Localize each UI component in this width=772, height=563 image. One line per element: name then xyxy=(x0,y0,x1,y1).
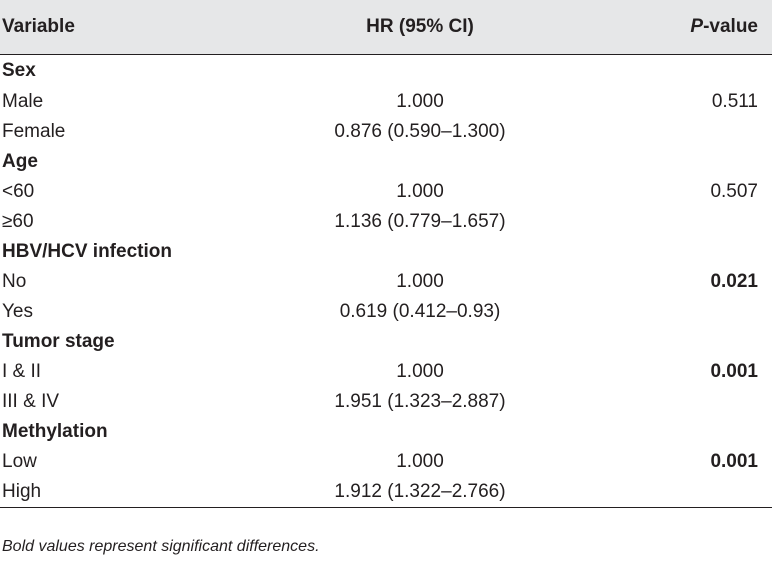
table-row: Female 0.876 (0.590–1.300) xyxy=(0,117,772,147)
table-row: III & IV 1.951 (1.323–2.887) xyxy=(0,387,772,417)
hr-cell: 1.136 (0.779–1.657) xyxy=(334,211,506,232)
p-value-cell xyxy=(570,327,772,357)
hr-cell: 1.000 xyxy=(396,451,444,472)
p-value-cell xyxy=(570,54,772,87)
group-label: Sex xyxy=(2,59,36,81)
variable-cell: No xyxy=(2,271,27,292)
variable-cell: Male xyxy=(2,91,44,112)
table-row: I & II 1.000 0.001 xyxy=(0,357,772,387)
group-header-row: Age xyxy=(0,147,772,177)
variable-cell: High xyxy=(0,477,270,508)
header-p-prefix: P xyxy=(690,15,704,37)
header-p-suffix: -value xyxy=(703,15,758,37)
table-header: Variable HR (95% CI) P-value xyxy=(0,0,772,55)
variable-cell: Low xyxy=(2,451,37,472)
group-label: Tumor stage xyxy=(2,331,115,352)
p-value-cell xyxy=(570,147,772,177)
hr-cell xyxy=(270,237,570,267)
hr-cell: 1.000 xyxy=(396,91,444,112)
variable-cell: III & IV xyxy=(2,391,60,412)
hr-cell xyxy=(270,54,570,87)
header-variable: Variable xyxy=(0,0,270,55)
hr-cell: 0.876 (0.590–1.300) xyxy=(334,121,506,142)
p-value-cell xyxy=(570,207,772,237)
group-label: Methylation xyxy=(2,421,108,442)
p-value-cell: 0.021 xyxy=(710,271,758,292)
p-value-cell: 0.511 xyxy=(711,91,758,112)
group-header-row: HBV/HCV infection xyxy=(0,237,772,267)
table-row: Yes 0.619 (0.412–0.93) xyxy=(0,297,772,327)
hr-cell xyxy=(270,327,570,357)
hr-cell: 1.000 xyxy=(396,181,444,202)
table-body: Sex Male 1.000 0.511 Female 0.876 (0.590–1.30… xyxy=(0,54,772,508)
header-hr-ci: HR (95% CI) xyxy=(270,0,570,55)
hr-cell xyxy=(270,417,570,447)
header-p-value: P-value xyxy=(570,0,772,55)
table-row: ≥60 1.136 (0.779–1.657) xyxy=(0,207,772,237)
p-value-cell xyxy=(570,477,772,508)
hr-cell xyxy=(270,147,570,177)
table-row: No 1.000 0.021 xyxy=(0,267,772,297)
p-value-cell xyxy=(570,417,772,447)
p-value-cell xyxy=(570,297,772,327)
hr-cell: 1.912 (1.322–2.766) xyxy=(270,477,570,508)
p-value-cell: 0.507 xyxy=(710,181,758,202)
hr-cell: 1.000 xyxy=(396,271,444,292)
group-header-row: Sex xyxy=(0,54,772,87)
hr-cell: 1.951 (1.323–2.887) xyxy=(334,391,506,412)
p-value-cell: 0.001 xyxy=(710,361,758,382)
hr-cell: 0.619 (0.412–0.93) xyxy=(339,301,501,322)
group-header-row: Methylation xyxy=(0,417,772,447)
variable-cell: <60 xyxy=(2,181,35,202)
variable-cell: Female xyxy=(2,121,66,142)
header-row: Variable HR (95% CI) P-value xyxy=(0,0,772,55)
results-table-container: Variable HR (95% CI) P-value Sex Male 1.00… xyxy=(0,0,772,508)
hr-cell: 1.000 xyxy=(396,361,444,382)
table-footnote: Bold values represent significant differ… xyxy=(2,538,320,555)
table-row: Male 1.000 0.511 xyxy=(0,87,772,117)
group-header-row: Tumor stage xyxy=(0,327,772,357)
variable-cell: ≥60 xyxy=(2,211,34,232)
variable-cell: Yes xyxy=(2,301,33,322)
p-value-cell xyxy=(570,117,772,147)
p-value-cell xyxy=(570,237,772,267)
group-label: HBV/HCV infection xyxy=(2,241,172,262)
table-row: High 1.912 (1.322–2.766) xyxy=(0,477,772,508)
p-value-cell xyxy=(570,387,772,417)
table-row: Low 1.000 0.001 xyxy=(0,447,772,477)
hazard-ratio-table: Variable HR (95% CI) P-value Sex Male 1.00… xyxy=(0,0,772,508)
variable-cell: I & II xyxy=(2,361,42,382)
p-value-cell: 0.001 xyxy=(710,451,758,472)
group-label: Age xyxy=(2,151,38,172)
table-row: <60 1.000 0.507 xyxy=(0,177,772,207)
